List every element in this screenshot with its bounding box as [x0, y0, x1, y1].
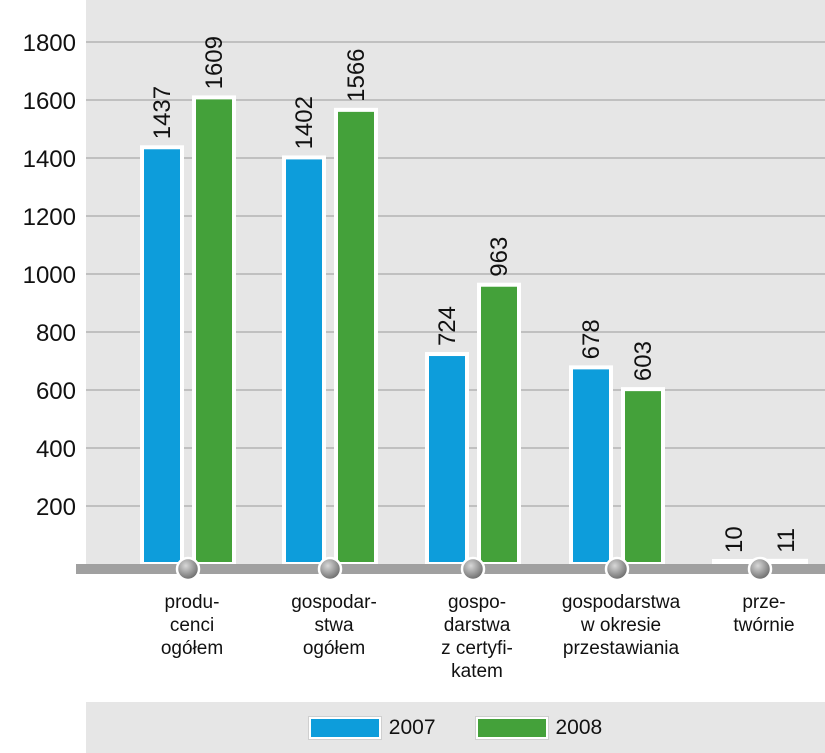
bar-2008 [477, 282, 521, 566]
axis-knob [747, 556, 773, 582]
bar-2007 [140, 145, 184, 567]
data-label: 1402 [291, 96, 318, 149]
data-label: 724 [434, 306, 461, 346]
x-category-label: przestawiania [563, 638, 680, 659]
bar-2008 [621, 387, 665, 566]
legend-label-2008: 2008 [555, 715, 603, 739]
axis-knob [604, 556, 630, 582]
x-category-label: gospodar- [291, 592, 377, 613]
y-tick-label: 1000 [23, 262, 76, 289]
axis-knob [460, 556, 486, 582]
x-category-label: w okresie [580, 615, 661, 636]
x-category-label: produ- [165, 592, 220, 613]
y-tick-label: 600 [36, 378, 76, 405]
y-tick-label: 400 [36, 436, 76, 463]
x-category-label: cenci [170, 615, 214, 636]
y-tick-label: 1400 [23, 146, 76, 173]
legend-item-2008: 2008 [475, 715, 603, 740]
x-category-label: prze- [742, 592, 785, 613]
data-label: 678 [578, 319, 605, 359]
x-category-label: gospo- [448, 592, 506, 613]
y-tick-label: 1600 [23, 88, 76, 115]
y-tick-label: 200 [36, 494, 76, 521]
bar-2007 [425, 352, 469, 567]
axis-knob [175, 556, 201, 582]
legend-label-2007: 2007 [388, 715, 436, 739]
bar-2007 [282, 155, 326, 566]
data-label: 1609 [201, 36, 228, 89]
x-category-label: gospodarstwa [562, 592, 681, 613]
data-label: 1437 [149, 86, 176, 139]
x-category-label: ogółem [303, 638, 365, 659]
bar-2008 [334, 107, 378, 567]
x-category-label: ogółem [161, 638, 223, 659]
legend-item-2007: 2007 [308, 715, 436, 740]
axis-knob [317, 556, 343, 582]
x-category-label: katem [451, 661, 503, 682]
x-category-label: darstwa [444, 615, 511, 636]
x-category-label: twórnie [733, 615, 794, 636]
y-tick-label: 800 [36, 320, 76, 347]
bar-2008 [764, 558, 808, 566]
y-tick-label: 1800 [23, 30, 76, 57]
x-category-label: stwa [314, 615, 354, 636]
legend: 2007 2008 [86, 702, 825, 753]
bar-2008 [192, 95, 236, 566]
data-label: 603 [630, 341, 657, 381]
x-category-label: z certyfi- [441, 638, 513, 659]
y-tick-label: 1200 [23, 204, 76, 231]
data-label: 11 [773, 528, 800, 553]
data-label: 1566 [343, 48, 370, 101]
x-axis-labels: produ-cenciogółemgospodar-stwaogółemgosp… [161, 592, 795, 682]
data-label: 10 [721, 526, 748, 553]
x-axis-bar [76, 564, 825, 574]
bar-2007 [569, 365, 613, 566]
legend-swatch-2007 [308, 716, 381, 739]
axis-knobs [175, 556, 773, 582]
bar-2007 [712, 559, 756, 566]
data-label: 963 [486, 237, 513, 277]
legend-swatch-2008 [475, 716, 548, 739]
y-axis-ticks: 200 400 600 800 1000 1200 1400 1600 1800 [23, 30, 76, 521]
